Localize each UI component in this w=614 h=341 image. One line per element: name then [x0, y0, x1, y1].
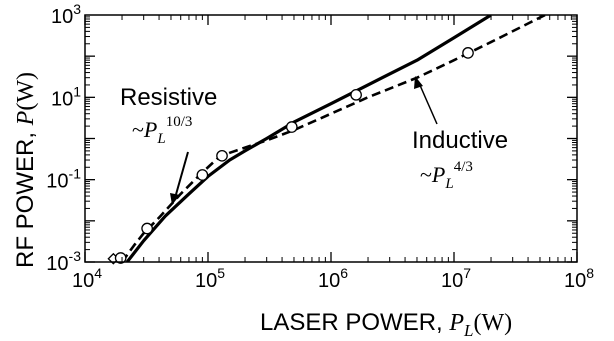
resistive-power: 10/3	[166, 114, 193, 130]
y-tick-label: 10-1	[46, 166, 81, 193]
series-line-solid	[125, 15, 492, 262]
x-tick-label: 106	[318, 265, 348, 292]
y-tick-label: 103	[51, 1, 81, 28]
inductive-var: P	[431, 162, 445, 187]
inductive-arrow-head	[414, 76, 423, 89]
inductive-tilde: ~	[420, 162, 432, 187]
data-point-circle	[285, 121, 298, 133]
series-line-dashed	[120, 15, 546, 262]
resistive-label: Resistive	[120, 84, 217, 111]
inductive-arrow-line	[418, 82, 438, 125]
x-axis-unit: (W)	[474, 310, 513, 336]
data-point-circle	[141, 222, 153, 235]
data-point-circle	[114, 252, 127, 264]
x-tick-label: 107	[441, 265, 471, 292]
y-tick-label: 101	[51, 83, 81, 110]
resistive-arrow-head	[170, 193, 180, 205]
x-tick-label: 108	[564, 265, 594, 292]
resistive-tilde: ~	[132, 117, 144, 142]
marker-layer	[107, 47, 474, 265]
inductive-scaling: ~PL4/3	[420, 159, 473, 192]
data-point-circle	[216, 149, 228, 162]
tick-layer: 104 105 106 107 108 10-3 10-1 101 103	[46, 1, 594, 292]
data-point-circle	[462, 47, 474, 59]
series-layer	[120, 15, 546, 262]
y-axis-unit: (W)	[13, 72, 39, 111]
y-axis-var: P	[13, 110, 39, 126]
resistive-var: P	[143, 117, 157, 142]
resistive-scaling: ~PL10/3	[132, 114, 192, 147]
resistive-sub: L	[156, 131, 165, 147]
inductive-power: 4/3	[454, 159, 473, 175]
x-tick-label: 105	[195, 265, 225, 292]
y-tick-label: 10-3	[46, 248, 81, 275]
data-point-circle	[196, 169, 209, 181]
inductive-sub: L	[444, 176, 453, 192]
inductive-label: Inductive	[412, 127, 508, 154]
x-axis-title: LASER POWER, PL(W)	[260, 309, 512, 340]
x-axis-var: P	[448, 310, 464, 336]
x-tick-label: 104	[72, 265, 102, 292]
data-point-circle	[350, 88, 362, 101]
y-axis-prefix: RF POWER,	[12, 125, 39, 268]
resistive-arrow-line	[174, 151, 189, 199]
x-axis-prefix: LASER POWER,	[260, 309, 449, 336]
y-axis-title: RF POWER, P(W)	[12, 72, 39, 268]
x-axis-sub: L	[463, 321, 473, 340]
resistive-annotation: Resistive ~PL10/3	[120, 84, 217, 205]
inductive-annotation: Inductive ~PL4/3	[412, 76, 508, 192]
